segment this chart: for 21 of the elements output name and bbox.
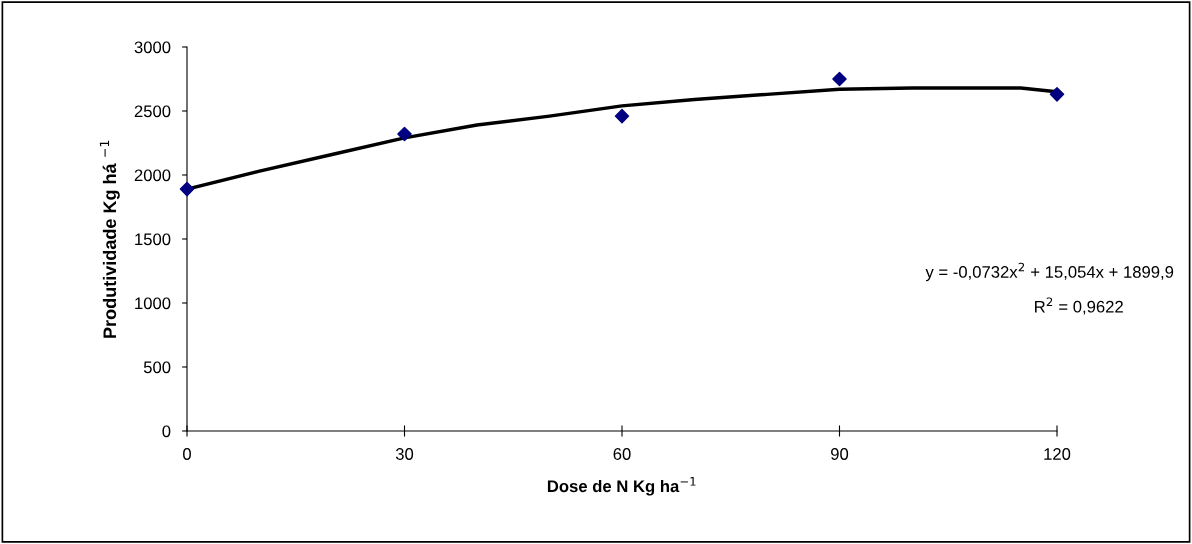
y-tick-label: 500 <box>143 361 171 374</box>
annotation: y = -0,0732x$^{2}$ + 15,054x + 1899,9 <box>925 262 1174 282</box>
annotation: R$^{2}$ = 0,9622 <box>1035 297 1123 315</box>
x-tick-label: 0 <box>183 448 191 460</box>
y-tick-label: 2000 <box>134 169 171 182</box>
y-tick-label: 0 <box>162 425 171 438</box>
point <box>832 71 847 87</box>
y-tick-label: 2500 <box>134 105 171 118</box>
point <box>1049 87 1065 102</box>
point <box>179 181 195 197</box>
x-axis-title: Dose de N Kg ha$^{−1}$ <box>547 477 696 496</box>
y-tick-label: 1500 <box>135 233 171 246</box>
y-tick-label: 1000 <box>135 297 171 310</box>
y-axis-title: Produtividade Kg há $^{−1}$ <box>99 140 120 338</box>
y-tick-label: 3000 <box>134 41 171 54</box>
x-tick-label: 60 <box>613 448 631 460</box>
x-tick-label: 30 <box>395 448 414 460</box>
point <box>614 108 630 124</box>
x-tick-label: 120 <box>1044 448 1071 460</box>
x-tick-label: 90 <box>831 448 849 460</box>
point <box>397 126 412 142</box>
